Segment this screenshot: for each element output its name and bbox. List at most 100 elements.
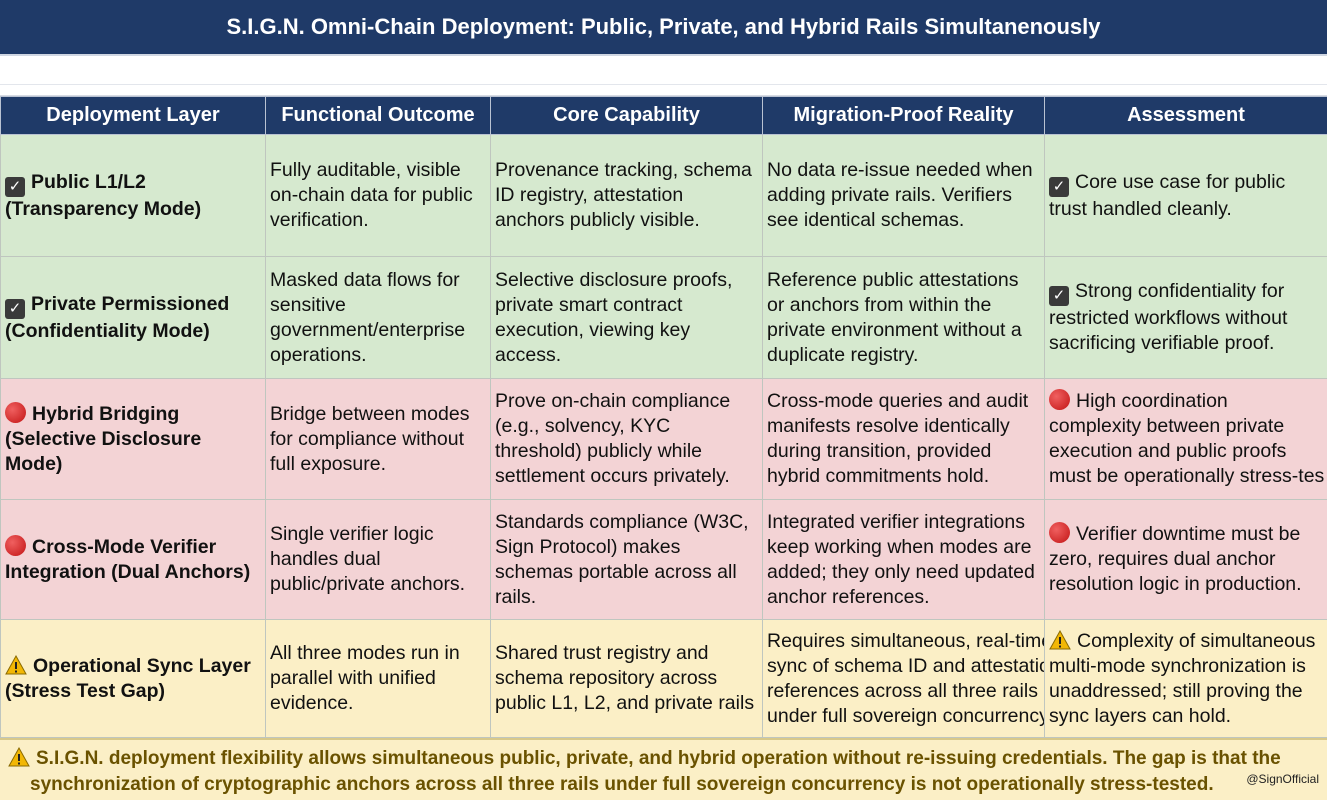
cell-line: on-chain data for public bbox=[270, 183, 486, 208]
cell-assessment: Verifier downtime must be zero, requires … bbox=[1044, 499, 1327, 620]
cell-text: (Stress Test Gap) bbox=[5, 679, 166, 702]
cell-core-capability: Standards compliance (W3C, Sign Protocol)… bbox=[490, 499, 763, 620]
table-row: ✓ Public L1/L2 (Transparency Mode) Fully au… bbox=[0, 134, 1327, 257]
cell-line: Requires simultaneous, real-time bbox=[767, 629, 1044, 654]
cell-text: access. bbox=[495, 343, 562, 366]
cell-assessment: High coordination complexity between priv… bbox=[1044, 378, 1327, 500]
cell-line: Mode) bbox=[5, 452, 261, 477]
cell-text: Selective disclosure proofs, bbox=[495, 268, 733, 291]
cell-text: schemas portable across all bbox=[495, 560, 737, 583]
cell-text: Complexity of simultaneous bbox=[1077, 629, 1316, 652]
cell-line: ID registry, attestation bbox=[495, 183, 758, 208]
cell-text: Prove on-chain compliance bbox=[495, 390, 731, 412]
cell-text: for compliance without bbox=[270, 427, 465, 450]
cell-functional-outcome: Single verifier logic handles dual public/… bbox=[265, 499, 491, 620]
cell-line: (Selective Disclosure bbox=[5, 427, 261, 452]
warning-triangle-icon bbox=[8, 746, 30, 767]
checkbox-check-icon: ✓ bbox=[5, 298, 25, 319]
cell-line: Selective disclosure proofs, bbox=[495, 268, 758, 293]
cell-line: adding private rails. Verifiers bbox=[767, 183, 1040, 208]
cell-line: ✓ Public L1/L2 bbox=[5, 170, 261, 197]
cell-text: threshold) publicly while bbox=[495, 440, 703, 462]
cell-text: settlement occurs privately. bbox=[495, 465, 730, 487]
cell-line: operations. bbox=[270, 343, 486, 368]
cell-text: government/enterprise bbox=[270, 318, 466, 341]
cell-line: zero, requires dual anchor bbox=[1049, 547, 1323, 572]
cell-assessment: Complexity of simultaneous multi-mode syn… bbox=[1044, 619, 1327, 738]
cell-migration-proof-reality: Reference public attestations or anchors … bbox=[762, 256, 1045, 379]
cell-line: sync layers can hold. bbox=[1049, 704, 1323, 729]
cell-text: Bridge between modes bbox=[270, 402, 470, 425]
cell-line: added; they only need updated bbox=[767, 560, 1040, 585]
cell-functional-outcome: All three modes run in parallel with unif… bbox=[265, 619, 491, 738]
cell-core-capability: Selective disclosure proofs, private smar… bbox=[490, 256, 763, 379]
cell-text: or anchors from within the bbox=[767, 293, 992, 316]
cell-text: Mode) bbox=[5, 452, 63, 475]
cell-line: Single verifier logic bbox=[270, 522, 486, 547]
cell-migration-proof-reality: No data re-issue needed when adding priva… bbox=[762, 134, 1045, 257]
cell-line: handles dual bbox=[270, 547, 486, 572]
cell-text: No data re-issue needed when bbox=[767, 159, 1033, 181]
cell-line: public L1, L2, and private rails bbox=[495, 691, 758, 716]
cell-text: duplicate registry. bbox=[767, 343, 919, 366]
cell-line: Prove on-chain compliance bbox=[495, 389, 758, 414]
cell-text: during transition, provided bbox=[767, 440, 992, 462]
cell-line: keep working when modes are bbox=[767, 535, 1040, 560]
header-core-capability: Core Capability bbox=[490, 96, 763, 135]
cell-line: parallel with unified bbox=[270, 666, 486, 691]
cell-line: public/private anchors. bbox=[270, 572, 486, 597]
cell-text: must be operationally stress-tes bbox=[1049, 465, 1325, 487]
cell-assessment: ✓ Core use case for public trust handled c… bbox=[1044, 134, 1327, 257]
cell-text: zero, requires dual anchor bbox=[1049, 548, 1276, 570]
cell-line: Shared trust registry and bbox=[495, 641, 758, 666]
red-circle-icon bbox=[1049, 522, 1070, 543]
footer-text-1: S.I.G.N. deployment flexibility allows s… bbox=[36, 748, 1281, 769]
cell-text: under full sovereign concurrency. bbox=[767, 704, 1045, 727]
table-row: Hybrid Bridging (Selective Disclosure Mode… bbox=[0, 378, 1327, 500]
table-header-row: Deployment Layer Functional Outcome Core… bbox=[0, 96, 1327, 135]
cell-text: multi-mode synchronization is bbox=[1049, 654, 1306, 677]
cell-line: schema repository across bbox=[495, 666, 758, 691]
cell-line: access. bbox=[495, 343, 758, 368]
cell-migration-proof-reality: Integrated verifier integrations keep wor… bbox=[762, 499, 1045, 620]
cell-line: ✓ Private Permissioned bbox=[5, 292, 261, 319]
cell-text: private smart contract bbox=[495, 293, 683, 316]
table-row: ✓ Private Permissioned (Confidentiality Mo… bbox=[0, 256, 1327, 379]
cell-text: rails. bbox=[495, 585, 537, 608]
cell-text: Shared trust registry and bbox=[495, 642, 709, 664]
deployment-table: Deployment Layer Functional Outcome Core… bbox=[0, 96, 1327, 738]
cell-line: Fully auditable, visible bbox=[270, 158, 486, 183]
cell-text: execution and public proofs bbox=[1049, 440, 1287, 462]
warning-triangle-icon bbox=[5, 654, 27, 675]
cell-text: complexity between private bbox=[1049, 415, 1285, 437]
cell-text: (Confidentiality Mode) bbox=[5, 319, 210, 342]
cell-line: Integration (Dual Anchors) bbox=[5, 560, 261, 585]
cell-line: Verifier downtime must be bbox=[1049, 522, 1323, 547]
author-handle: @SignOfficial bbox=[1246, 772, 1319, 786]
cell-line: trust handled cleanly. bbox=[1049, 197, 1323, 222]
cell-line: sacrificing verifiable proof. bbox=[1049, 331, 1323, 356]
cell-line: settlement occurs privately. bbox=[495, 464, 758, 489]
cell-text: All three modes run in bbox=[270, 642, 460, 664]
cell-line: rails. bbox=[495, 585, 758, 610]
cell-text: Operational Sync Layer bbox=[33, 654, 251, 677]
cell-functional-outcome: Masked data flows for sensitive government… bbox=[265, 256, 491, 379]
cell-line: execution, viewing key bbox=[495, 318, 758, 343]
red-circle-icon bbox=[5, 401, 26, 423]
cell-line: resolution logic in production. bbox=[1049, 572, 1323, 597]
cell-line: private smart contract bbox=[495, 293, 758, 318]
cell-line: sensitive bbox=[270, 293, 486, 318]
cell-migration-proof-reality: Cross-mode queries and audit manifests re… bbox=[762, 378, 1045, 500]
cell-functional-outcome: Bridge between modes for compliance witho… bbox=[265, 378, 491, 500]
header-deployment-layer: Deployment Layer bbox=[0, 96, 266, 135]
cell-line: Standards compliance (W3C, bbox=[495, 510, 758, 535]
cell-text: execution, viewing key bbox=[495, 318, 691, 341]
cell-line: anchor references. bbox=[767, 585, 1040, 610]
cell-text: private environment without a bbox=[767, 318, 1022, 341]
cell-text: trust handled cleanly. bbox=[1049, 197, 1232, 220]
divider bbox=[0, 84, 1327, 85]
cell-text: adding private rails. Verifiers bbox=[767, 184, 1012, 206]
cell-text: unaddressed; still proving the bbox=[1049, 679, 1303, 702]
cell-core-capability: Shared trust registry and schema reposito… bbox=[490, 619, 763, 738]
cell-line: (Stress Test Gap) bbox=[5, 679, 261, 704]
